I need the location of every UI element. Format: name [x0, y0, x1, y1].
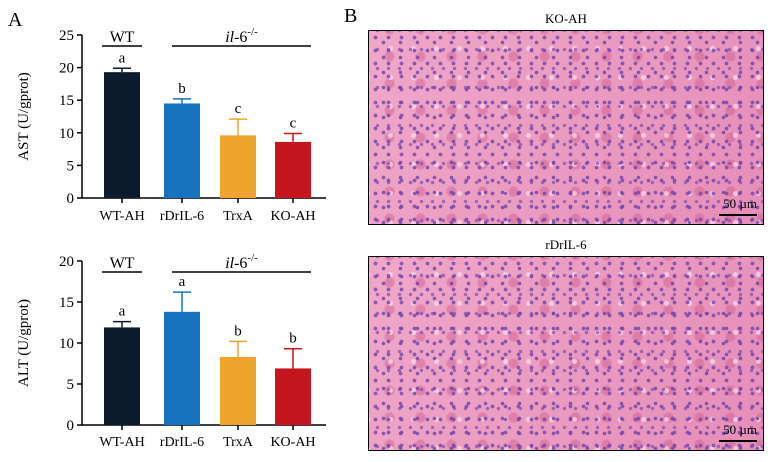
bar — [104, 72, 140, 198]
x-tick-label: rDrIL-6 — [160, 209, 204, 224]
y-tick-label: 5 — [67, 158, 75, 174]
significance-letter: c — [235, 101, 242, 117]
group-label-ko: il-6-/- — [225, 26, 258, 46]
y-tick-label: 10 — [59, 336, 74, 352]
y-axis-label: ALT (U/gprot) — [16, 299, 32, 387]
bar — [275, 141, 311, 198]
micrograph-ko-ah: 50 µm — [368, 30, 764, 225]
x-tick-label: KO-AH — [270, 209, 315, 224]
significance-letter: b — [178, 81, 186, 97]
bar — [275, 368, 311, 425]
significance-letter: a — [119, 50, 126, 66]
scale-bar-label: 50 µm — [723, 196, 757, 211]
micrograph-title-rdril-6: rDrIL-6 — [545, 237, 587, 252]
significance-letter: a — [119, 304, 126, 320]
y-tick-label: 0 — [67, 191, 75, 207]
panel-a-label: A — [8, 9, 23, 31]
y-tick-label: 25 — [59, 28, 74, 44]
y-axis-label: AST (U/gprot) — [16, 72, 32, 160]
bar — [164, 103, 200, 198]
significance-letter: b — [289, 331, 297, 347]
y-tick-label: 20 — [59, 254, 74, 270]
bar — [104, 327, 140, 425]
y-tick-label: 15 — [59, 93, 74, 109]
x-tick-label: rDrIL-6 — [160, 435, 204, 450]
x-tick-label: WT-AH — [99, 435, 144, 450]
micrograph-title-ko-ah: KO-AH — [545, 11, 587, 26]
x-tick-label: TrxA — [223, 435, 254, 450]
x-tick-label: KO-AH — [270, 435, 315, 450]
significance-letter: a — [179, 274, 186, 290]
y-tick-label: 10 — [59, 126, 74, 142]
x-tick-label: TrxA — [223, 209, 254, 224]
scale-bar — [719, 440, 757, 442]
bar — [220, 135, 256, 198]
bar — [164, 311, 200, 425]
significance-letter: c — [290, 115, 297, 131]
ast-bar-chart: 0 5 10 15 20 25 AST (U/gprot) a WT-AH b rDrIL-6 c Tr… — [16, 26, 326, 224]
micrograph-rdril-6: 50 µm — [368, 256, 764, 451]
alt-bar-chart: 0 5 10 15 20 ALT (U/gprot) a WT-AH a rDrIL-6 b TrxA… — [16, 252, 326, 450]
panel-b-label: B — [344, 5, 357, 27]
group-label-ko: il-6-/- — [225, 252, 258, 272]
group-label-wt: WT — [110, 29, 135, 46]
y-tick-label: 15 — [59, 295, 74, 311]
y-tick-label: 5 — [67, 377, 75, 393]
significance-letter: b — [234, 323, 242, 339]
y-tick-label: 0 — [67, 418, 75, 434]
group-label-wt: WT — [110, 255, 135, 272]
x-tick-label: WT-AH — [99, 209, 144, 224]
scale-bar-label: 50 µm — [723, 422, 757, 437]
y-tick-label: 20 — [59, 61, 74, 77]
scale-bar — [719, 214, 757, 216]
bar — [220, 356, 256, 425]
